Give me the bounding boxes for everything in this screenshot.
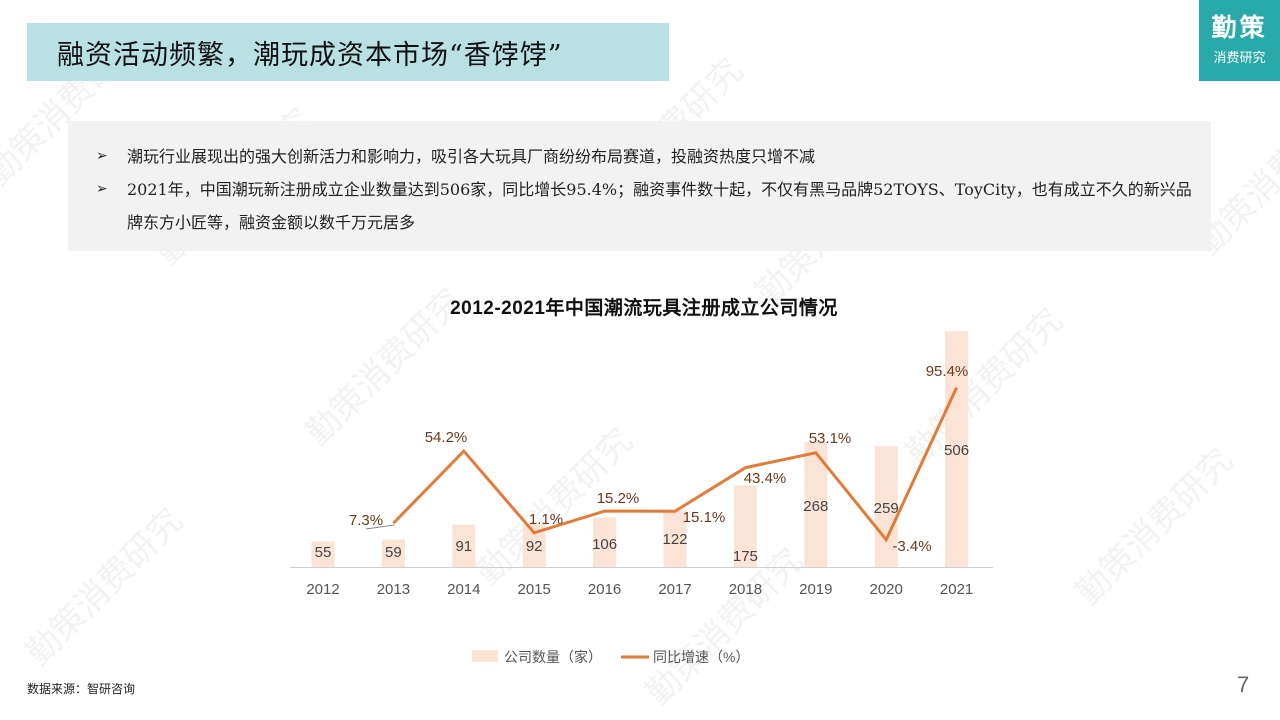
leader-line: [365, 524, 395, 530]
legend-bar-label: 公司数量（家）: [504, 649, 602, 665]
brand-name: 勤策: [1211, 13, 1268, 42]
bar-2015: [522, 524, 546, 567]
bar-value-label: 506: [944, 442, 969, 459]
bar-value-label: 55: [315, 544, 332, 561]
x-tick-label: 2018: [729, 581, 762, 598]
bar-value-label: 122: [662, 531, 687, 548]
line-value-label: 1.1%: [529, 511, 563, 528]
chart-title: 2012-2021年中国潮流玩具注册成立公司情况: [450, 298, 838, 319]
x-axis-labels: 2012 2013 2014 2015 2016 2017 2018 2019 2020 2021: [306, 581, 973, 598]
bar-value-label: 175: [733, 548, 758, 565]
bar-value-label: 92: [526, 538, 543, 555]
line-value-label: 15.2%: [597, 490, 640, 507]
growth-line: [392, 386, 958, 543]
brand-logo: 勤策 消费研究: [1199, 0, 1280, 81]
x-tick-label: 2020: [870, 581, 903, 598]
bar-2017: [663, 510, 687, 567]
line-value-labels: 7.3% 54.2% 1.1% 15.2% 15.1% 43.4% 53.1% -3.4% 95…: [349, 363, 968, 555]
bar-2021: [945, 331, 969, 567]
line-value-label: 7.3%: [349, 512, 383, 529]
legend-bar-swatch: [472, 650, 498, 662]
legend-line-label: 同比增速（%）: [653, 649, 749, 665]
arrow-bullet-icon: ➢: [96, 148, 108, 164]
page-number: 7: [1237, 672, 1250, 697]
bar-value-label: 91: [455, 538, 472, 555]
line-value-label: -3.4%: [892, 538, 931, 555]
x-tick-label: 2019: [799, 581, 832, 598]
bar-value-label: 106: [592, 536, 617, 553]
bar-value-label: 259: [874, 500, 899, 517]
line-value-label: 54.2%: [425, 429, 468, 446]
line-value-label: 95.4%: [926, 363, 969, 380]
bullet-text: 2021年，中国潮玩新注册成立企业数量达到506家，同比增长95.4%；融资事件…: [127, 180, 1192, 232]
line-value-label: 53.1%: [809, 430, 852, 447]
summary-box: ➢ 潮玩行业展现出的强大创新活力和影响力，吸引各大玩具厂商纷纷布局赛道，投融资热…: [68, 121, 1211, 251]
line-value-label: 15.1%: [683, 509, 726, 526]
bar-2020: [874, 446, 898, 567]
x-tick-label: 2021: [940, 581, 973, 598]
bar-2012: [311, 541, 335, 567]
page-title: 融资活动频繁，潮玩成资本市场“香饽饽”: [57, 40, 563, 71]
bar-value-label: 59: [385, 544, 402, 561]
bar-2014: [452, 524, 476, 567]
brand-subtitle: 消费研究: [1213, 51, 1266, 66]
x-tick-label: 2013: [377, 581, 410, 598]
bar-2013: [381, 539, 405, 567]
x-tick-label: 2017: [658, 581, 691, 598]
bar-2019: [804, 442, 828, 567]
data-source: 数据来源：智研咨询: [27, 682, 136, 696]
bar-2016: [593, 517, 617, 567]
arrow-bullet-icon: ➢: [96, 181, 108, 197]
bar-value-label: 268: [803, 498, 828, 515]
bar-value-labels: 55 59 91 92 106 122 175 268 259 506: [315, 442, 969, 565]
x-tick-label: 2012: [306, 581, 339, 598]
bar-2018: [733, 485, 757, 567]
x-tick-label: 2014: [447, 581, 480, 598]
line-value-label: 43.4%: [744, 470, 787, 487]
bullet-text: 潮玩行业展现出的强大创新活力和影响力，吸引各大玩具厂商纷纷布局赛道，投融资热度只…: [127, 147, 816, 166]
x-tick-label: 2015: [518, 581, 551, 598]
title-band: 融资活动频繁，潮玩成资本市场“香饽饽”: [27, 23, 669, 81]
bar-series: [311, 331, 969, 567]
x-tick-label: 2016: [588, 581, 621, 598]
